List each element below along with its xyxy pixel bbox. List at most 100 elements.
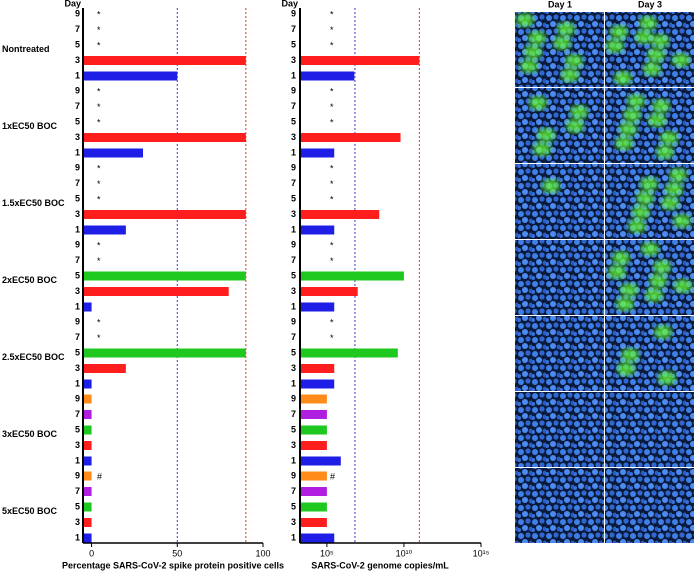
day-label: 1 — [291, 532, 296, 542]
day-label: 1 — [75, 147, 80, 157]
day-label: 9 — [75, 239, 80, 249]
annotation: * — [97, 317, 101, 327]
day-label: 5 — [291, 424, 296, 434]
day-label: 1 — [75, 301, 80, 311]
infected-cells — [628, 219, 646, 233]
day-label: 1 — [291, 455, 296, 465]
bar — [300, 148, 335, 158]
day-label: 9 — [75, 8, 80, 18]
annotation: * — [97, 333, 101, 343]
day-label: 1 — [291, 224, 296, 234]
day-label: 7 — [291, 101, 296, 111]
day-label: 7 — [291, 178, 296, 188]
infected-cells — [639, 16, 657, 30]
bar — [300, 302, 335, 312]
x-tick-label: 10¹⁵ — [473, 548, 490, 558]
day-label: 3 — [75, 209, 80, 219]
infected-cells — [643, 62, 661, 76]
annotation: * — [97, 40, 101, 50]
bar — [300, 210, 380, 219]
day-label: 3 — [75, 363, 80, 373]
day-label: 5 — [75, 116, 80, 126]
group-label: 2.5xEC50 BOC — [2, 352, 65, 362]
day-label: 7 — [75, 178, 80, 188]
bar — [83, 502, 92, 512]
infected-cells — [557, 22, 575, 36]
day-heading: Day — [281, 0, 298, 8]
day-label: 1 — [75, 224, 80, 234]
day-label: 9 — [75, 316, 80, 326]
day-label: 5 — [75, 193, 80, 203]
bar — [300, 502, 327, 512]
annotation: * — [330, 317, 334, 327]
bar — [300, 287, 358, 296]
micrograph — [605, 468, 694, 543]
bar — [83, 148, 143, 158]
annotation: * — [330, 256, 334, 266]
day-label: 7 — [291, 409, 296, 419]
infected-cells — [537, 128, 555, 142]
infected-cells — [652, 99, 670, 113]
annotation: * — [97, 117, 101, 127]
x-tick-label: 10⁵ — [320, 548, 334, 558]
annotation: # — [330, 471, 335, 481]
day-label: 3 — [75, 286, 80, 296]
x-tick-label: 100 — [255, 548, 270, 558]
bar — [83, 410, 92, 419]
infected-cells — [566, 119, 584, 133]
infected-cells — [570, 105, 588, 119]
day-label: 1 — [291, 147, 296, 157]
day-label: 3 — [291, 132, 296, 142]
column-heading: Day 1 — [548, 0, 572, 9]
micrograph — [605, 88, 694, 163]
infected-cells — [565, 54, 583, 68]
group-label: 1xEC50 BOC — [2, 121, 58, 131]
column-heading: Day 3 — [638, 0, 662, 9]
day-label: 7 — [291, 24, 296, 34]
bar — [300, 271, 404, 281]
annotation: * — [330, 86, 334, 96]
day-label: 1 — [75, 70, 80, 80]
day-label: 9 — [75, 162, 80, 172]
day-label: 9 — [75, 470, 80, 480]
day-label: 1 — [75, 532, 80, 542]
bar — [83, 225, 126, 235]
bar — [300, 133, 401, 142]
day-label: 3 — [291, 517, 296, 527]
bar — [83, 210, 246, 219]
bar — [83, 287, 229, 296]
annotation: * — [97, 86, 101, 96]
day-label: 3 — [75, 440, 80, 450]
bar — [300, 379, 335, 389]
annotation: * — [97, 102, 101, 112]
bar — [300, 533, 335, 543]
infected-cells — [621, 348, 639, 362]
day-label: 9 — [75, 85, 80, 95]
bar — [300, 56, 420, 65]
day-label: 9 — [291, 8, 296, 18]
x-tick-label: 0 — [89, 548, 94, 558]
day-label: 1 — [291, 378, 296, 388]
micrograph — [515, 88, 604, 163]
annotation: * — [97, 9, 101, 19]
infected-cells — [641, 242, 659, 256]
infected-cells — [632, 205, 650, 219]
infected-cells — [516, 13, 534, 27]
annotation: * — [97, 256, 101, 266]
day-label: 5 — [291, 501, 296, 511]
group-label: 5xEC50 BOC — [2, 506, 58, 516]
bar — [83, 71, 178, 81]
annotation: * — [330, 194, 334, 204]
infected-cells — [649, 274, 667, 288]
infected-cells — [619, 122, 637, 136]
day-label: 7 — [75, 332, 80, 342]
infected-cells — [608, 265, 626, 279]
day-label: 1 — [75, 455, 80, 465]
infected-cells — [661, 196, 679, 210]
annotation: * — [330, 117, 334, 127]
infected-cells — [620, 283, 638, 297]
day-label: 5 — [75, 270, 80, 280]
bar — [83, 394, 92, 404]
infected-cells — [651, 34, 669, 48]
day-label: 9 — [75, 393, 80, 403]
